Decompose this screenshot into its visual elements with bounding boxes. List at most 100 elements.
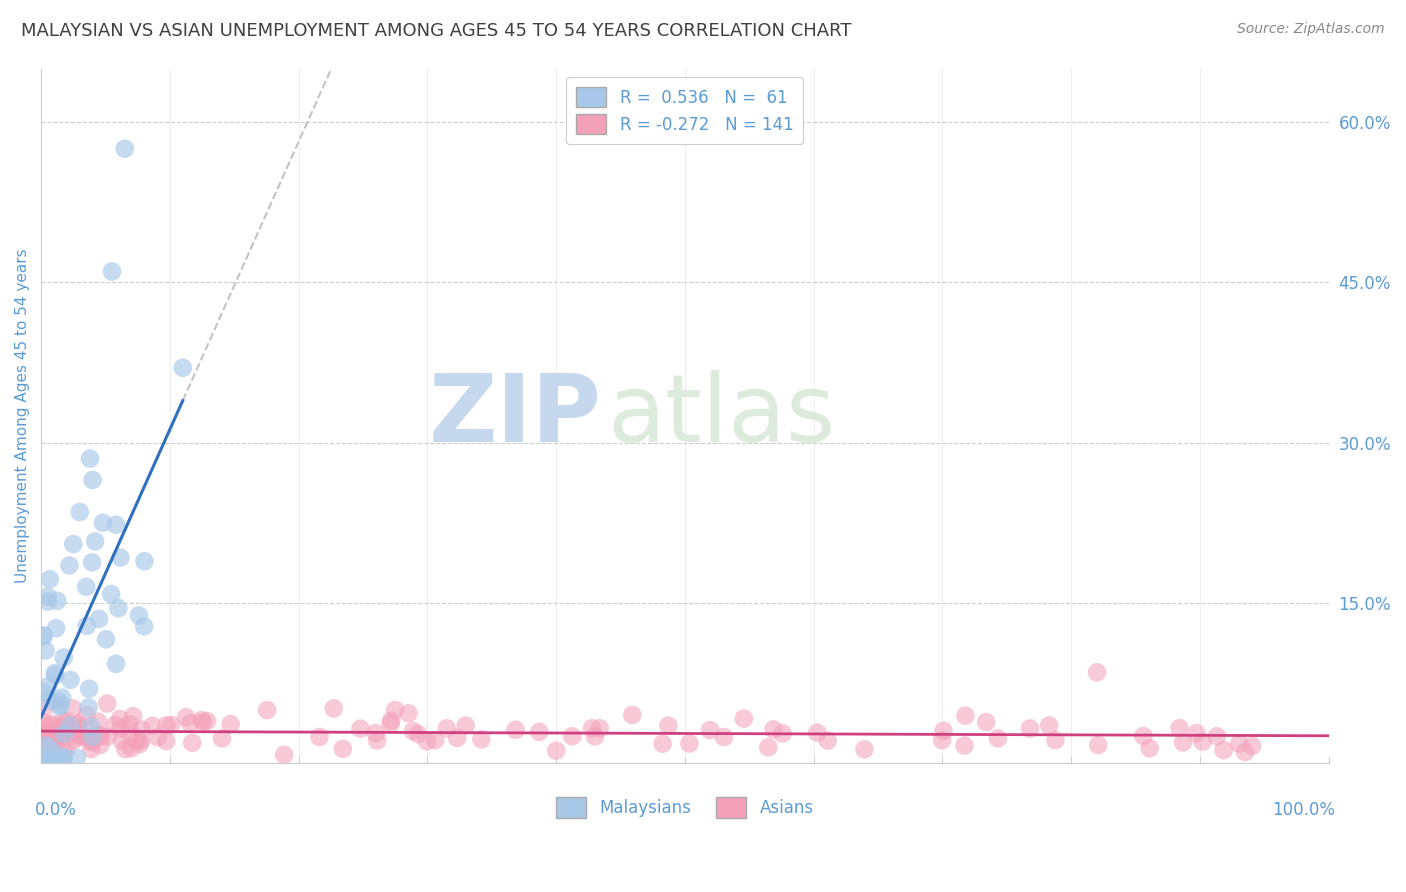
Point xyxy=(160,718,183,732)
Point xyxy=(104,718,127,732)
Point xyxy=(55,724,77,739)
Point xyxy=(65,718,87,732)
Point xyxy=(128,737,150,751)
Point xyxy=(70,721,93,735)
Point xyxy=(41,730,63,744)
Point xyxy=(110,722,132,736)
Point xyxy=(49,723,72,738)
Point xyxy=(817,733,839,747)
Point xyxy=(45,621,67,635)
Point xyxy=(1212,743,1234,757)
Point xyxy=(39,751,62,765)
Point xyxy=(174,710,197,724)
Text: MALAYSIAN VS ASIAN UNEMPLOYMENT AMONG AGES 45 TO 54 YEARS CORRELATION CHART: MALAYSIAN VS ASIAN UNEMPLOYMENT AMONG AG… xyxy=(21,22,852,40)
Point xyxy=(59,718,82,732)
Point xyxy=(436,721,458,735)
Point xyxy=(80,742,103,756)
Point xyxy=(69,505,91,519)
Point xyxy=(89,738,111,752)
Point xyxy=(44,668,66,682)
Point xyxy=(588,721,610,735)
Point xyxy=(82,473,104,487)
Point xyxy=(63,733,86,747)
Point xyxy=(31,751,53,765)
Point xyxy=(69,727,91,741)
Point xyxy=(108,712,131,726)
Point xyxy=(53,727,76,741)
Point xyxy=(416,734,439,748)
Point xyxy=(131,723,153,737)
Point xyxy=(806,725,828,739)
Point xyxy=(34,737,56,751)
Point xyxy=(219,717,242,731)
Point xyxy=(621,708,644,723)
Point xyxy=(35,725,58,739)
Point xyxy=(100,587,122,601)
Point xyxy=(1045,733,1067,747)
Point xyxy=(32,751,55,765)
Point xyxy=(134,619,156,633)
Point xyxy=(38,693,60,707)
Point xyxy=(396,706,419,721)
Point xyxy=(733,712,755,726)
Point xyxy=(82,555,104,569)
Point xyxy=(42,726,65,740)
Point xyxy=(32,715,55,730)
Point xyxy=(111,734,134,748)
Point xyxy=(384,703,406,717)
Point xyxy=(762,723,785,737)
Point xyxy=(1038,718,1060,732)
Point xyxy=(77,700,100,714)
Text: 0.0%: 0.0% xyxy=(35,801,76,820)
Point xyxy=(49,720,72,734)
Point xyxy=(1139,741,1161,756)
Point xyxy=(211,731,233,746)
Point xyxy=(48,732,70,747)
Point xyxy=(470,732,492,747)
Point xyxy=(1019,722,1042,736)
Point xyxy=(53,726,76,740)
Point xyxy=(48,699,70,714)
Point xyxy=(195,714,218,728)
Point xyxy=(546,744,568,758)
Point xyxy=(529,724,551,739)
Point xyxy=(657,718,679,732)
Point xyxy=(583,730,606,744)
Point xyxy=(35,739,58,753)
Point xyxy=(699,723,721,738)
Point xyxy=(853,742,876,756)
Point xyxy=(76,708,98,723)
Point xyxy=(118,717,141,731)
Point xyxy=(32,685,55,699)
Point xyxy=(37,590,59,604)
Point xyxy=(34,721,56,735)
Point xyxy=(32,751,55,765)
Text: 100.0%: 100.0% xyxy=(1272,801,1336,820)
Point xyxy=(332,741,354,756)
Point xyxy=(114,742,136,756)
Point xyxy=(94,632,117,647)
Point xyxy=(104,517,127,532)
Point xyxy=(49,720,72,734)
Point xyxy=(87,714,110,729)
Point xyxy=(1171,735,1194,749)
Point xyxy=(105,657,128,671)
Point xyxy=(974,715,997,730)
Point xyxy=(51,751,73,765)
Point xyxy=(37,738,59,752)
Point xyxy=(51,690,73,705)
Point xyxy=(37,751,59,765)
Point xyxy=(273,747,295,762)
Point xyxy=(34,699,56,714)
Point xyxy=(59,719,82,733)
Point xyxy=(101,264,124,278)
Point xyxy=(651,737,673,751)
Point xyxy=(32,629,55,643)
Y-axis label: Unemployment Among Ages 45 to 54 years: Unemployment Among Ages 45 to 54 years xyxy=(15,249,30,583)
Point xyxy=(53,727,76,741)
Point xyxy=(364,726,387,740)
Point xyxy=(1087,738,1109,752)
Point xyxy=(80,719,103,733)
Point xyxy=(66,723,89,738)
Point xyxy=(55,714,77,729)
